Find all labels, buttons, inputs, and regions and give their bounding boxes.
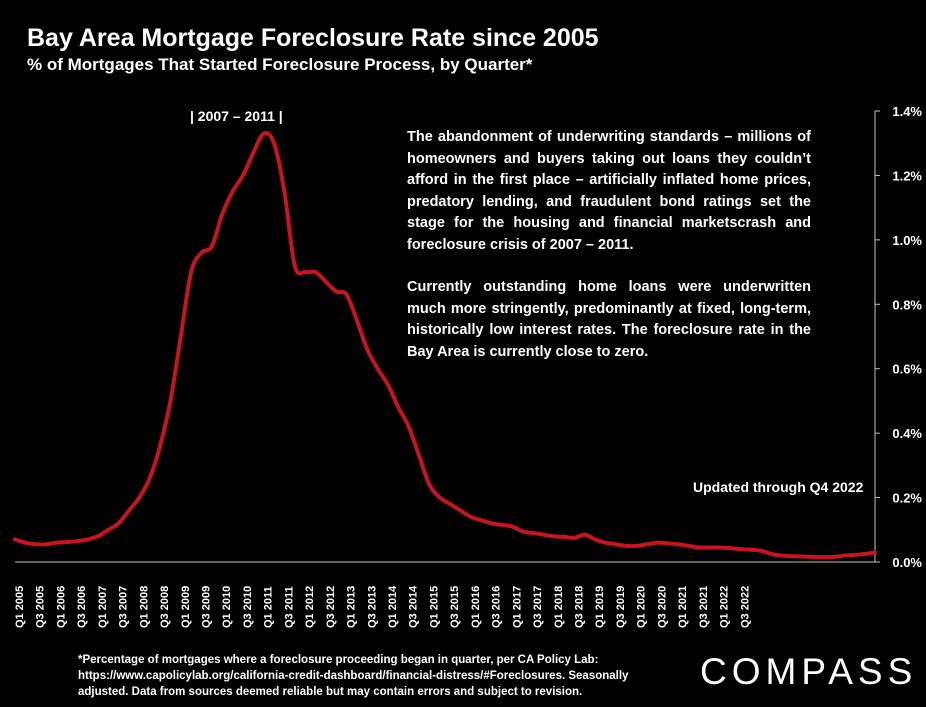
x-tick-label: Q3 2020 [656,586,668,628]
x-tick-label: Q1 2014 [387,585,399,628]
x-tick-label: Q3 2013 [366,586,378,628]
x-tick-label: Q3 2012 [325,586,337,628]
x-tick-label: Q3 2022 [739,586,751,628]
x-tick-label: Q3 2005 [35,586,47,628]
annotation-text: The abandonment of underwriting standard… [407,127,811,384]
x-axis: Q1 2005 Q3 2005 Q1 2006 Q3 2006 Q1 2007 Q3 20… [14,561,875,628]
x-tick-label: Q3 2021 [698,586,710,628]
x-tick-label: Q1 2006 [55,586,67,628]
y-tick-label: 0.6% [892,362,922,377]
footnote: *Percentage of mortgages where a foreclo… [78,654,629,698]
series-line-foreclosure-rate [13,131,877,560]
x-tick-label: Q1 2009 [180,586,192,628]
y-tick-label: 0.4% [892,426,922,441]
x-tick-label: Q3 2008 [159,586,171,628]
x-tick-label: Q1 2005 [14,586,26,628]
annotation-paragraph-2: Currently outstanding home loans were un… [407,279,811,360]
annotation-paragraph-1: The abandonment of underwriting standard… [407,129,811,253]
y-tick-label: 1.2% [892,168,922,183]
x-tick-label: Q1 2007 [97,586,109,628]
x-tick-label: Q1 2011 [263,586,275,628]
x-tick-label: Q1 2008 [138,586,150,628]
x-tick-label: Q1 2015 [428,586,440,628]
x-tick-label: Q1 2020 [636,586,648,628]
y-tick-label: 0.8% [892,297,922,312]
series-layer [13,131,877,560]
chart-subtitle: % of Mortgages That Started Foreclosure … [27,55,533,74]
x-tick-label: Q1 2012 [304,586,316,628]
period-label: | 2007 – 2011 | [190,108,283,124]
x-tick-label: Q3 2011 [283,586,295,628]
x-tick-label: Q3 2018 [574,586,586,628]
chart-title: Bay Area Mortgage Foreclosure Rate since… [27,24,599,52]
x-tick-label: Q3 2010 [242,586,254,628]
x-tick-label: Q3 2019 [615,586,627,628]
y-tick-label: 0.2% [892,491,922,506]
y-axis: 0.0% 0.2% 0.4% 0.6% 0.8% 1.0% 1.2% 1.4% [874,104,922,570]
x-tick-label: Q1 2022 [719,586,731,628]
y-tick-label: 1.4% [892,104,922,119]
x-tick-label: Q1 2010 [221,586,233,628]
x-tick-label: Q1 2013 [346,586,358,628]
x-tick-label: Q1 2021 [677,586,689,628]
x-tick-label: Q3 2016 [491,586,503,628]
x-tick-label: Q1 2018 [553,586,565,628]
y-tick-label: 1.0% [892,233,922,248]
x-tick-label: Q1 2019 [594,586,606,628]
x-tick-label: Q3 2017 [532,586,544,628]
x-tick-label: Q3 2007 [118,586,130,628]
x-tick-label: Q3 2014 [408,585,420,628]
y-tick-label: 0.0% [892,555,922,570]
compass-logo: COMPASS [700,651,918,692]
x-tick-label: Q3 2015 [449,586,461,628]
x-tick-label: Q1 2017 [511,586,523,628]
x-tick-label: Q3 2009 [201,586,213,628]
x-tick-label: Q3 2006 [76,586,88,628]
updated-note: Updated through Q4 2022 [693,479,864,495]
x-tick-label: Q1 2016 [470,586,482,628]
